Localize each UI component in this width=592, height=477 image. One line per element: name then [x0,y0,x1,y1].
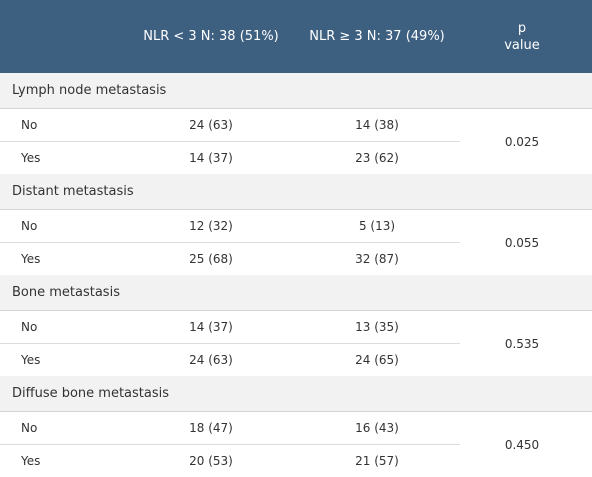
row-label: No [0,412,128,445]
cell-nlr-low: 24 (63) [128,344,294,377]
cell-nlr-low: 25 (68) [128,243,294,276]
section-title: Distant metastasis [0,174,592,210]
cell-p-value: 0.450 [460,412,592,477]
section-title: Diffuse bone metastasis [0,376,592,412]
cell-nlr-high: 32 (87) [294,243,460,276]
row-label: Yes [0,445,128,477]
section-row: Diffuse bone metastasis [0,376,592,412]
section-title: Lymph node metastasis [0,73,592,109]
section-title: Bone metastasis [0,275,592,311]
header-p-line1: p [518,21,526,36]
cell-p-value: 0.535 [460,311,592,377]
cell-p-value: 0.025 [460,109,592,175]
header-nlr-high: NLR ≥ 3 N: 37 (49%) [294,0,460,73]
header-nlr-low: NLR < 3 N: 38 (51%) [128,0,294,73]
table-row: No 12 (32) 5 (13) 0.055 [0,210,592,243]
table-row: No 24 (63) 14 (38) 0.025 [0,109,592,142]
cell-nlr-high: 21 (57) [294,445,460,477]
table-row: No 18 (47) 16 (43) 0.450 [0,412,592,445]
cell-nlr-low: 14 (37) [128,142,294,175]
section-row: Distant metastasis [0,174,592,210]
section-row: Lymph node metastasis [0,73,592,109]
row-label: No [0,311,128,344]
header-empty [0,0,128,73]
row-label: No [0,210,128,243]
cell-nlr-high: 16 (43) [294,412,460,445]
cell-nlr-low: 18 (47) [128,412,294,445]
cell-nlr-high: 14 (38) [294,109,460,142]
cell-nlr-low: 14 (37) [128,311,294,344]
header-row: NLR < 3 N: 38 (51%) NLR ≥ 3 N: 37 (49%) … [0,0,592,73]
row-label: Yes [0,243,128,276]
table-row: No 14 (37) 13 (35) 0.535 [0,311,592,344]
header-p-value: p value [460,0,592,73]
row-label: No [0,109,128,142]
cell-nlr-high: 23 (62) [294,142,460,175]
cell-nlr-high: 24 (65) [294,344,460,377]
cell-nlr-low: 24 (63) [128,109,294,142]
cell-p-value: 0.055 [460,210,592,276]
header-p-line2: value [504,38,540,53]
cell-nlr-low: 12 (32) [128,210,294,243]
cell-nlr-low: 20 (53) [128,445,294,477]
row-label: Yes [0,344,128,377]
cell-nlr-high: 13 (35) [294,311,460,344]
section-row: Bone metastasis [0,275,592,311]
row-label: Yes [0,142,128,175]
cell-nlr-high: 5 (13) [294,210,460,243]
